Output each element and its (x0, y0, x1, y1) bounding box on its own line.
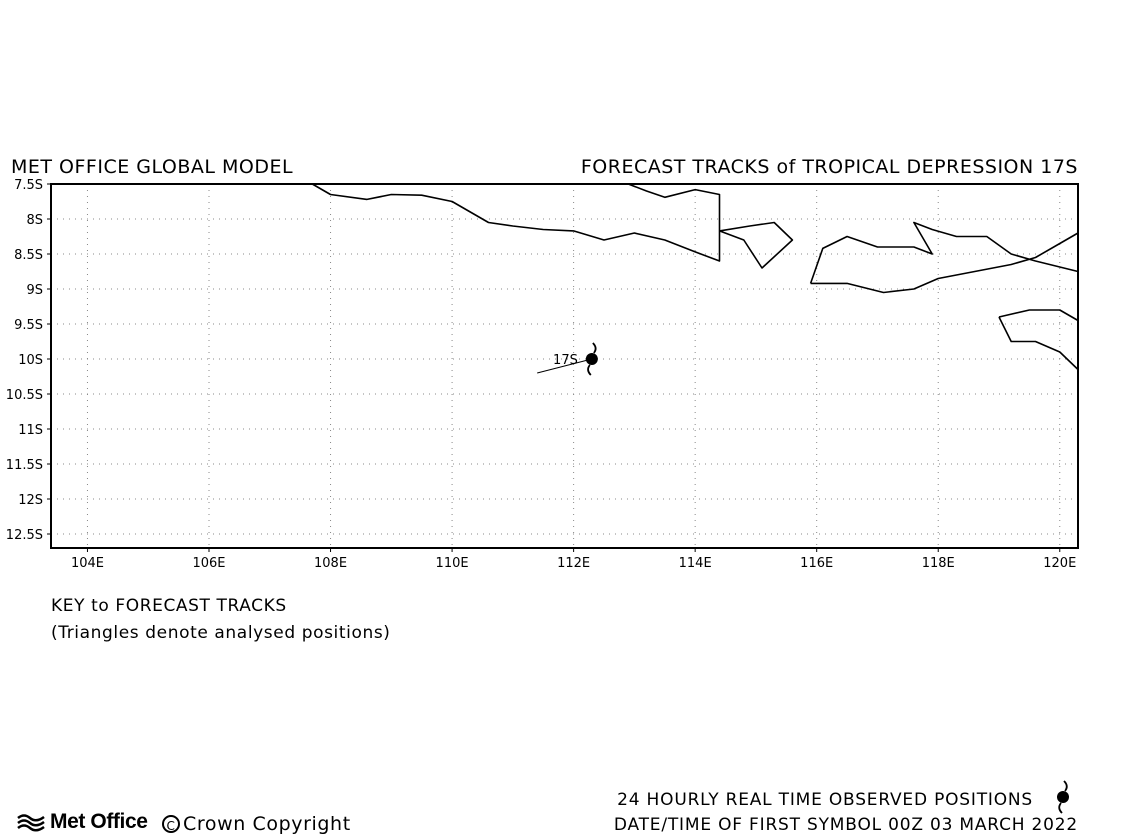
copyright-icon: C (162, 815, 180, 833)
met-office-logo-text: Met Office (50, 810, 148, 833)
chart-title-left: MET OFFICE GLOBAL MODEL (11, 156, 294, 178)
chart-title-right: FORECAST TRACKS of TROPICAL DEPRESSION 1… (580, 156, 1078, 178)
coastline (810, 232, 1079, 294)
lon-tick-label: 108E (314, 556, 347, 571)
grid-lines (47, 183, 1078, 552)
lon-tick-label: 104E (71, 556, 104, 571)
lat-tick-label: 8S (26, 213, 43, 228)
lat-tick-label: 8.5S (14, 248, 43, 263)
lat-tick-label: 7.5S (14, 178, 43, 193)
lat-tick-label: 11.5S (6, 458, 43, 473)
copyright-notice: C Crown Copyright (162, 813, 351, 835)
lat-tick-label: 10.5S (6, 388, 43, 403)
coastline (311, 183, 721, 262)
lat-tick-label: 11S (18, 423, 43, 438)
storm-label: 17S (553, 353, 578, 368)
lon-tick-label: 106E (192, 556, 225, 571)
lon-tick-label: 118E (922, 556, 955, 571)
cyclone-symbol-icon (585, 342, 598, 376)
first-symbol-datetime: DATE/TIME OF FIRST SYMBOL 00Z 03 MARCH 2… (613, 815, 1078, 835)
lon-tick-label: 116E (800, 556, 833, 571)
lat-tick-label: 12S (18, 493, 43, 508)
coastline (998, 309, 1079, 322)
key-subtitle: (Triangles denote analysed positions) (51, 623, 391, 643)
forecast-track-line (537, 358, 592, 374)
coastline (809, 221, 1079, 284)
coastline (998, 316, 1079, 371)
lon-tick-label: 112E (557, 556, 590, 571)
lat-tick-label: 9S (26, 283, 43, 298)
lon-tick-label: 110E (436, 556, 469, 571)
coastlines (311, 183, 1079, 371)
coastline (719, 221, 794, 269)
met-office-wave-icon (17, 814, 45, 832)
lon-tick-label: 114E (679, 556, 712, 571)
lon-tick-label: 120E (1043, 556, 1076, 571)
lat-tick-label: 9.5S (14, 318, 43, 333)
storm-track: 17S (537, 342, 598, 376)
lat-tick-label: 10S (18, 353, 43, 368)
cyclone-legend-icon (1057, 780, 1069, 814)
map-frame (50, 183, 1079, 549)
observed-position-symbol (1057, 780, 1069, 814)
copyright-text: Crown Copyright (183, 813, 351, 835)
observed-positions-note: 24 HOURLY REAL TIME OBSERVED POSITIONS (617, 790, 1033, 810)
lon-axis-labels: 104E 106E 108E 110E 112E 114E 116E 118E 120E (71, 556, 1076, 571)
met-office-logo: Met Office (16, 810, 148, 834)
key-title: KEY to FORECAST TRACKS (51, 596, 287, 616)
lat-tick-label: 12.5S (6, 528, 43, 543)
lat-axis-labels: 7.5S 8S 8.5S 9S 9.5S 10S 10.5S 11S 11.5S 12S 12.5S (6, 178, 43, 543)
